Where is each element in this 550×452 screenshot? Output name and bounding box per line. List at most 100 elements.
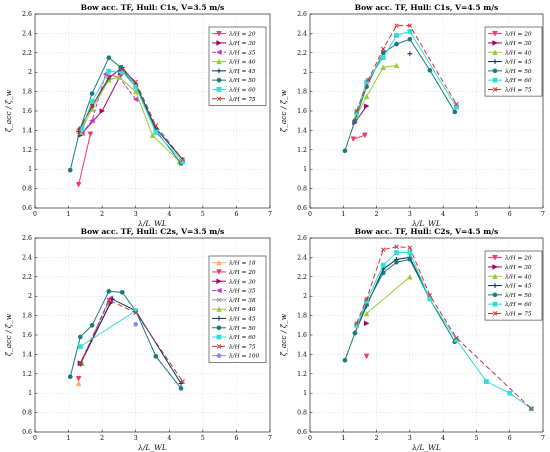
legend-entry: λ/H = 20	[228, 270, 256, 276]
series-line	[356, 25, 457, 112]
legend-marker	[216, 87, 222, 92]
legend-marker	[216, 49, 222, 56]
legend-marker	[216, 58, 222, 65]
x-tick-label: 0	[33, 211, 37, 218]
legend-marker	[492, 68, 498, 74]
legend-entry: λ/H = 30	[504, 41, 532, 47]
data-point	[407, 36, 413, 42]
legend-entry: λ/H = 75	[504, 311, 532, 317]
data-point	[106, 289, 112, 294]
data-point	[380, 64, 387, 70]
y-tick-label: 0.8	[297, 186, 307, 193]
chart-title: Bow acc. TF, Hull: C2s, V=4.5 m/s	[355, 227, 499, 236]
data-point	[153, 129, 159, 135]
panel-c1s-3-5: 0 1 2 3 4 5 6 7 0.6 0.8 1 1.2 1.4 1.6 1.8 2 2.2 2.4 2.6 Bow…	[4, 3, 272, 228]
data-point	[394, 32, 399, 38]
x-tick-label: 1	[67, 435, 71, 442]
x-tick-label: 7	[268, 211, 272, 218]
y-tick-label: 1.2	[297, 147, 307, 154]
y-tick-label: 0.6	[297, 429, 307, 436]
legend-marker	[216, 353, 222, 358]
legend-marker	[492, 301, 498, 307]
data-point	[67, 374, 73, 379]
y-tick-label: 2	[303, 69, 307, 76]
data-point	[106, 68, 112, 74]
y-tick-label: 2.6	[297, 11, 307, 18]
data-point	[394, 41, 399, 47]
data-point	[364, 296, 369, 302]
series-6	[354, 244, 534, 411]
series-line	[79, 299, 184, 382]
y-tick-label: 2.2	[22, 274, 32, 281]
y-tick-label: 1	[28, 166, 32, 173]
y-tick-label: 1.6	[297, 332, 307, 339]
x-tick-label: 5	[474, 211, 478, 218]
data-point	[427, 292, 433, 298]
series-line	[356, 246, 532, 410]
data-point	[89, 103, 95, 109]
data-point	[342, 148, 348, 154]
data-point	[363, 103, 370, 109]
series-line	[78, 134, 91, 185]
data-point	[380, 55, 386, 61]
data-point	[407, 250, 413, 255]
legend-marker	[216, 344, 222, 349]
legend-entry: λ/H = 45	[504, 284, 532, 290]
data-point	[407, 29, 413, 34]
x-tick-label: 6	[234, 211, 238, 218]
series-1	[363, 320, 370, 327]
series-line	[366, 276, 411, 315]
y-tick-label: 2.4	[22, 30, 32, 37]
data-point	[407, 273, 413, 280]
legend-entry: λ/H = 100	[228, 354, 260, 360]
data-point	[354, 321, 359, 326]
legend-entry: λ/H = 20	[504, 256, 532, 262]
data-point	[454, 104, 459, 110]
x-tick-label: 6	[508, 211, 512, 218]
series-line	[80, 310, 136, 348]
y-tick-label: 2.4	[297, 254, 307, 261]
legend-marker	[216, 96, 222, 102]
panel-c2s-3-5: 0 1 2 3 4 5 6 7 0.6 0.8 1 1.2 1.4 1.6 1.8 2 2.2 2.4 2.6 Bow…	[4, 227, 272, 452]
legend-marker	[492, 31, 498, 37]
data-point	[133, 79, 138, 85]
y-tick-label: 0.6	[297, 205, 307, 212]
data-point	[89, 323, 95, 328]
y-tick-label: 1.6	[22, 332, 32, 339]
x-tick-label: 3	[134, 211, 138, 218]
data-point	[67, 167, 73, 173]
x-tick-label: 3	[408, 211, 412, 218]
x-axis-label: λ/L_WL	[137, 219, 167, 228]
x-axis-label: λ/L_WL	[411, 219, 441, 228]
data-point	[380, 270, 386, 276]
x-tick-label: 2	[100, 211, 104, 218]
x-tick-label: 1	[67, 211, 71, 218]
data-point	[89, 98, 95, 104]
y-tick-label: 1.8	[297, 89, 307, 96]
data-point	[132, 88, 139, 95]
series-1	[77, 72, 124, 139]
legend-entry: λ/H = 35	[228, 50, 256, 56]
data-point	[106, 297, 112, 303]
y-tick-label: 1.8	[22, 313, 32, 320]
series-4	[342, 257, 458, 363]
data-point	[133, 322, 139, 327]
legend-entry: λ/H = 60	[228, 87, 256, 93]
data-point	[529, 406, 534, 411]
series-line	[81, 73, 137, 134]
y-tick-label: 1.6	[297, 108, 307, 115]
series-9	[78, 297, 185, 384]
panel-c2s-4-5: 0 1 2 3 4 5 6 7 0.6 0.8 1 1.2 1.4 1.6 1.8 2 2.2 2.4 2.6 Bow…	[279, 227, 545, 452]
x-tick-label: 1	[341, 211, 345, 218]
legend-entry: λ/H = 30	[504, 265, 532, 271]
legend: λ/H = 20 λ/H = 30 λ/H = 35 λ/H = 40 λ/H = 45…	[208, 26, 267, 106]
legend-marker	[492, 49, 498, 55]
legend-marker	[492, 255, 498, 261]
y-axis-label: ζ̈_acc / ζ̄_w	[279, 89, 288, 132]
x-tick-label: 3	[408, 435, 412, 442]
legend-marker	[216, 306, 222, 312]
legend-marker	[492, 59, 498, 64]
data-point	[352, 118, 358, 123]
data-point	[149, 132, 156, 138]
